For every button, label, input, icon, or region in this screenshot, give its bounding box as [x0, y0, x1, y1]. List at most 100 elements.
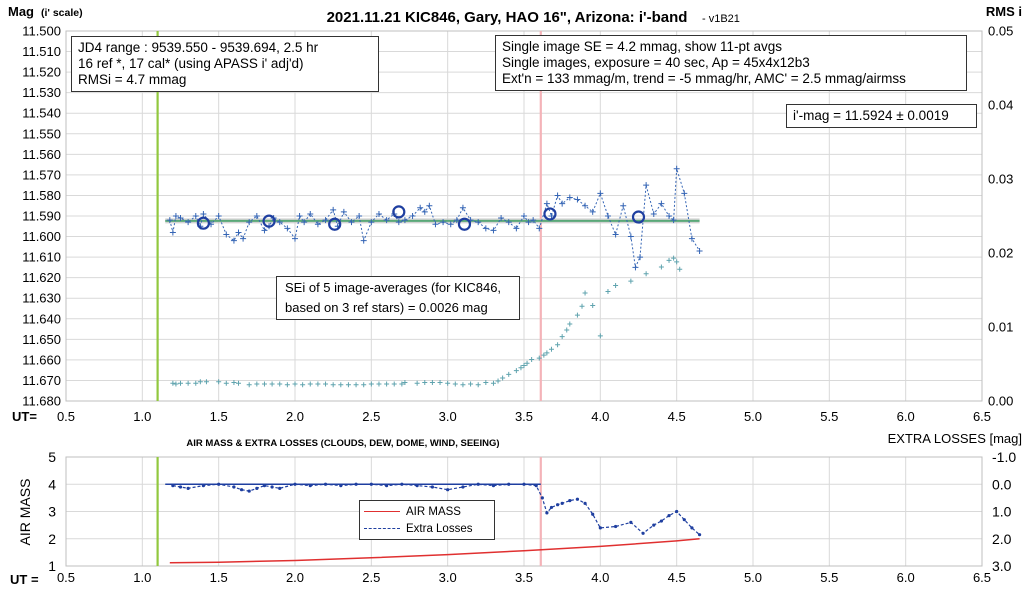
x-tick-label: 3.5: [515, 570, 533, 585]
rms-point: [384, 381, 390, 387]
extra-losses-point: [201, 484, 205, 488]
average-point: [457, 217, 472, 231]
x-tick-label: 5.5: [820, 570, 838, 585]
rms-point: [605, 288, 611, 294]
x-tick-label: 3.0: [439, 570, 457, 585]
rms-point: [414, 380, 420, 386]
rms-point: [541, 352, 547, 358]
extra-losses-point: [171, 484, 175, 488]
single-image-point: [426, 202, 433, 209]
x-tick-label: 5.0: [744, 409, 762, 424]
single-image-point: [166, 217, 173, 224]
rms-point: [460, 382, 466, 388]
rms-point: [671, 255, 677, 261]
single-image-point: [230, 237, 237, 244]
y-tick-label: 2: [48, 531, 56, 547]
single-image-point: [261, 227, 268, 234]
average-point: [196, 216, 210, 230]
extra-losses-point: [507, 482, 511, 486]
single-image-point: [650, 210, 657, 217]
rms-point: [521, 362, 527, 368]
chart-title: 2021.11.21 KIC846, Gary, HAO 16", Arizon…: [327, 9, 688, 26]
extra-losses-point: [652, 523, 656, 527]
single-image-point: [632, 264, 639, 271]
extra-losses-point: [641, 531, 645, 535]
info-box-left: JD4 range : 9539.550 - 9539.694, 2.5 hr …: [71, 36, 379, 92]
rms-point: [574, 312, 580, 318]
extra-losses-point: [555, 503, 560, 507]
rms-point: [590, 303, 596, 309]
rms-point: [300, 382, 306, 388]
x-axis-label: UT=: [12, 409, 37, 424]
x-tick-label: 6.5: [973, 409, 991, 424]
rms-point: [330, 382, 336, 388]
single-image-point: [597, 190, 604, 197]
average-point: [262, 214, 276, 228]
single-image-point: [185, 219, 192, 226]
extra-losses-point: [522, 482, 526, 486]
single-image-point: [612, 231, 619, 238]
rms-point: [193, 380, 199, 386]
sei-line-2: based on 3 ref stars) = 0.0026 mag: [285, 300, 488, 315]
single-image-point: [459, 204, 466, 211]
y-axis-label: Mag: [8, 4, 34, 19]
rms-point: [452, 381, 458, 387]
rms-point: [246, 382, 252, 388]
extra-losses-point: [278, 486, 282, 490]
x-tick-label: 6.5: [973, 570, 991, 585]
extra-losses-point: [476, 482, 480, 486]
x-tick-label: 6.0: [897, 409, 915, 424]
single-image-point: [322, 217, 329, 224]
single-image-point: [417, 204, 424, 211]
rms-point: [399, 381, 405, 387]
rms-point: [197, 379, 203, 385]
y2-tick-label: 0.04: [988, 98, 1013, 113]
rms-point: [658, 264, 664, 270]
single-image-point: [421, 208, 428, 215]
x-tick-label: 4.0: [591, 570, 609, 585]
info-left-line-3: RMSi = 4.7 mmag: [78, 72, 187, 87]
rms-point: [506, 371, 512, 377]
extra-losses-point: [659, 519, 664, 523]
rms-point: [216, 379, 222, 385]
extra-losses-point: [400, 482, 404, 486]
x-tick-label: 1.0: [133, 409, 151, 424]
y2-axis-label: RMS i: [986, 4, 1022, 19]
rms-point: [223, 380, 229, 386]
x-tick-label: 2.0: [286, 570, 304, 585]
x-tick-label: 1.5: [210, 409, 228, 424]
single-image-point: [169, 229, 176, 236]
extra-losses-point: [534, 484, 538, 488]
x-tick-label: 3.0: [439, 409, 457, 424]
rms-point: [567, 321, 573, 327]
y2-tick-label: 0.02: [988, 246, 1013, 261]
single-image-point: [296, 213, 303, 219]
legend: AIR MASS Extra Losses: [359, 500, 495, 540]
y-tick-label: 11.610: [22, 250, 61, 265]
rms-point: [495, 378, 501, 384]
average-point: [543, 207, 557, 221]
single-image-point: [292, 235, 298, 242]
y-tick-label: 11.620: [22, 270, 61, 285]
rms-point: [292, 381, 298, 387]
extra-losses-point: [491, 484, 496, 488]
info-right-line-1: Single image SE = 4.2 mmag, show 11-pt a…: [502, 39, 783, 54]
x-tick-label: 5.5: [820, 409, 838, 424]
single-image-point: [582, 202, 589, 209]
extra-losses-point: [217, 482, 221, 486]
y-tick-label: 4: [48, 476, 56, 492]
y-tick-label: 11.600: [22, 229, 61, 244]
bottom-y2-axis-label: EXTRA LOSSES [mag]: [888, 431, 1022, 446]
single-image-point: [559, 200, 566, 207]
y-tick-label: 5: [48, 449, 56, 465]
single-image-point: [307, 210, 314, 217]
rms-point: [555, 342, 561, 348]
y2-tick-label: 0.03: [988, 172, 1013, 187]
single-image-point: [670, 217, 677, 224]
rms-point: [178, 380, 183, 386]
rms-point: [643, 271, 649, 277]
single-image-point: [409, 213, 416, 219]
extra-losses-point: [598, 526, 602, 530]
extra-losses-point: [560, 501, 564, 505]
single-image-point: [525, 219, 532, 226]
